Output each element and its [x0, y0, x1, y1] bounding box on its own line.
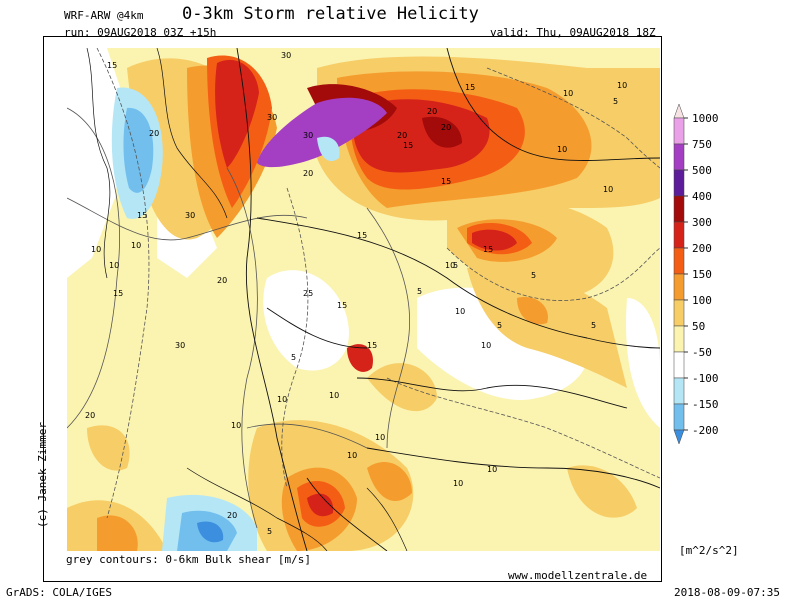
colorbar-segment: [673, 377, 685, 405]
contour-label: 10: [617, 81, 627, 90]
contour-label: 30: [281, 51, 291, 60]
contour-label: 15: [403, 141, 413, 150]
contour-label: 30: [175, 341, 185, 350]
website-link[interactable]: www.modellzentrale.de: [508, 569, 648, 582]
contour-label: 10: [481, 341, 491, 350]
colorbar-level-label: -50: [692, 346, 712, 359]
contour-label: 5: [417, 287, 422, 296]
contour-label: 30: [303, 131, 313, 140]
contour-label: 10: [375, 433, 385, 442]
colorbar-segment: [673, 221, 685, 249]
timestamp-label: 2018-08-09-07:35: [674, 586, 780, 599]
contour-label: 10: [131, 241, 141, 250]
colorbar-level-label: 750: [692, 138, 712, 151]
colorbar-top-arrow: [673, 104, 685, 119]
colorbar-segment: [673, 247, 685, 275]
colorbar-level-label: -100: [692, 372, 719, 385]
contour-label: 10: [557, 145, 567, 154]
contour-label: 25: [303, 289, 313, 298]
credit-label: (c) Janek Zimmer: [36, 422, 49, 528]
colorbar-level-label: -150: [692, 398, 719, 411]
contour-label: 10: [231, 421, 241, 430]
colorbar-level-label: 500: [692, 164, 712, 177]
colorbar-bottom-arrow: [673, 429, 685, 445]
contour-label: 5: [591, 321, 596, 330]
contour-label: 10: [453, 479, 463, 488]
model-label: WRF-ARW @4km: [64, 9, 144, 22]
contour-label: 15: [441, 177, 451, 186]
contour-label: 10: [455, 307, 465, 316]
colorbar-segment: [673, 325, 685, 353]
contour-label: 20: [85, 411, 95, 420]
colorbar-unit: [m^2/s^2]: [679, 544, 739, 557]
contour-label: 10: [277, 395, 287, 404]
contour-label: 10: [329, 391, 339, 400]
contour-label: 10: [563, 89, 573, 98]
colorbar-level-label: 200: [692, 242, 712, 255]
contour-label: 10: [109, 261, 119, 270]
colorbar-level-label: -200: [692, 424, 719, 437]
contour-label: 20: [227, 511, 237, 520]
contour-label: 10: [91, 245, 101, 254]
contours-note: grey contours: 0-6km Bulk shear [m/s]: [66, 553, 312, 566]
colorbar-segment: [673, 299, 685, 327]
colorbar-segment: [673, 351, 685, 379]
contour-label: 15: [113, 289, 123, 298]
run-time-label: run: 09AUG2018 03Z +15h: [64, 26, 217, 39]
map-frame: [43, 36, 662, 582]
contour-label: 30: [267, 113, 277, 122]
bulk-shear-contours: [67, 48, 660, 529]
colorbar-level-label: 400: [692, 190, 712, 203]
contour-label: 20: [217, 276, 227, 285]
contour-label: 15: [367, 341, 377, 350]
colorbar-level-label: 100: [692, 294, 712, 307]
contour-label: 10: [603, 185, 613, 194]
valid-time-label: valid: Thu, 09AUG2018 18Z: [490, 26, 656, 39]
country-borders: [236, 48, 660, 551]
colorbar-segment: [673, 143, 685, 171]
software-label: GrADS: COLA/IGES: [6, 586, 112, 599]
contour-label: 15: [107, 61, 117, 70]
contour-label: 5: [267, 527, 272, 536]
contour-label: 15: [337, 301, 347, 310]
negative-helicity-strong: [197, 521, 224, 543]
extreme-helicity: [257, 97, 387, 168]
contour-label: 5: [531, 271, 536, 280]
contour-label: 15: [357, 231, 367, 240]
contour-label: 20: [427, 107, 437, 116]
colorbar-segment: [673, 273, 685, 301]
colorbar-level-label: 300: [692, 216, 712, 229]
colorbar-segment: [673, 403, 685, 431]
contour-labels: 3030303030252020202020202020151515151515…: [85, 51, 627, 536]
colorbar-segment: [673, 117, 685, 145]
contour-label: 10: [487, 465, 497, 474]
colorbar-level-label: 50: [692, 320, 705, 333]
contour-label: 15: [137, 211, 147, 220]
contour-label: 5: [497, 321, 502, 330]
contour-label: 10: [347, 451, 357, 460]
contour-label: 15: [465, 83, 475, 92]
contour-label: 5: [613, 97, 618, 106]
colorbar-level-label: 150: [692, 268, 712, 281]
coastlines: [86, 48, 408, 551]
moderate-helicity: [67, 56, 660, 551]
colorbar-level-label: 1000: [692, 112, 719, 125]
helicity-map[interactable]: 3030303030252020202020202020151515151515…: [67, 48, 660, 551]
contour-label: 5: [453, 261, 458, 270]
colorbar: 1000 750 500 400 300 200 150 100 50 -50 -100 -150 -2…: [673, 104, 719, 445]
contour-label: 20: [441, 123, 451, 132]
contour-label: 5: [291, 353, 296, 362]
contour-label: 30: [185, 211, 195, 220]
colorbar-segment: [673, 195, 685, 223]
contour-label: 20: [303, 169, 313, 178]
contour-label: 10: [445, 261, 455, 270]
contour-label: 20: [149, 129, 159, 138]
contour-label: 20: [397, 131, 407, 140]
colorbar-segment: [673, 169, 685, 197]
page-title: 0-3km Storm relative Helicity: [182, 4, 479, 24]
contour-label: 15: [483, 245, 493, 254]
